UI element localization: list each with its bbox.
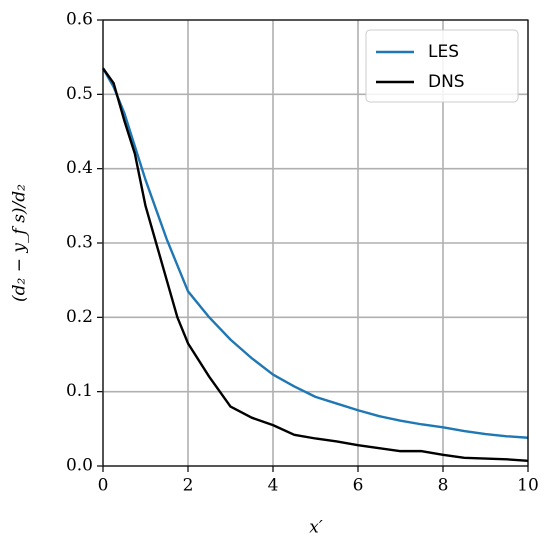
y-tick-label: 0.3: [66, 233, 93, 253]
x-tick-label: 2: [183, 476, 194, 496]
y-tick-label: 0.0: [66, 456, 93, 476]
data-line: [102, 67, 529, 462]
data-line: [101, 67, 529, 439]
x-tick-label: 4: [268, 476, 279, 496]
y-axis-label: (d₂ − y_f s)/d₂: [10, 184, 30, 302]
y-tick-label: 0.1: [66, 381, 93, 401]
legend-box: [365, 29, 519, 103]
legend: LES DNS: [365, 29, 519, 103]
x-tick-label: 0: [98, 476, 109, 496]
legend-label: LES: [428, 42, 459, 62]
x-tick-label: 10: [517, 476, 539, 496]
x-axis-label: x′: [309, 518, 323, 538]
y-tick-label: 0.4: [66, 158, 93, 178]
y-tick-label: 0.2: [66, 307, 93, 327]
y-tick-label: 0.6: [66, 10, 93, 30]
x-tick-label: 6: [353, 476, 364, 496]
y-tick-label: 0.5: [66, 84, 93, 104]
x-tick-label: 8: [438, 476, 449, 496]
legend-label: DNS: [428, 72, 465, 92]
plot-frame: [102, 19, 529, 467]
